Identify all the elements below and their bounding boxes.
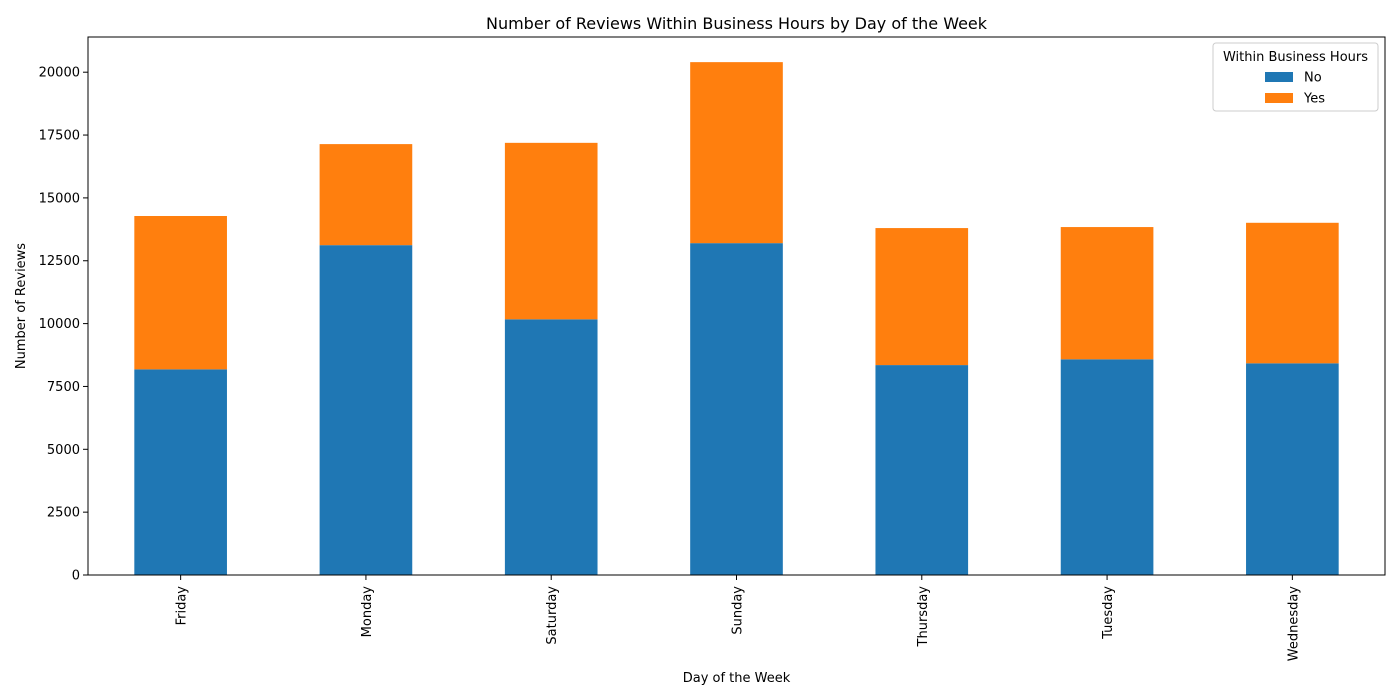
- y-tick-label: 20000: [39, 66, 80, 81]
- legend: Within Business Hours No Yes: [1212, 42, 1379, 112]
- y-tick-label: 2500: [47, 506, 80, 521]
- bar-tuesday-no: [1060, 359, 1154, 575]
- x-tick-label: Monday: [360, 586, 375, 638]
- bar-monday-no: [319, 245, 413, 575]
- bar-thursday-yes: [875, 228, 969, 366]
- legend-label-no: No: [1304, 71, 1322, 86]
- bar-friday-no: [134, 369, 227, 575]
- y-tick-label: 0: [72, 569, 80, 584]
- legend-label-yes: Yes: [1303, 92, 1325, 107]
- legend-title: Within Business Hours: [1223, 50, 1368, 65]
- bar-saturday-no: [504, 319, 598, 575]
- y-tick-label: 15000: [39, 191, 80, 206]
- legend-swatch-yes: [1265, 93, 1293, 103]
- y-tick-label: 7500: [47, 380, 80, 395]
- y-tick-label: 5000: [47, 443, 80, 458]
- bar-sunday-yes: [690, 62, 783, 244]
- bar-wednesday-yes: [1246, 222, 1339, 364]
- x-tick-label: Thursday: [916, 586, 931, 648]
- bar-monday-yes: [319, 144, 413, 246]
- chart-title: Number of Reviews Within Business Hours …: [486, 14, 988, 33]
- x-tick-label: Tuesday: [1101, 586, 1116, 640]
- bar-thursday-no: [875, 365, 969, 575]
- x-tick-label: Sunday: [731, 586, 746, 635]
- x-tick-label: Wednesday: [1286, 586, 1301, 662]
- bar-sunday-no: [690, 243, 783, 575]
- x-axis-title: Day of the Week: [683, 671, 791, 686]
- x-tick-label: Saturday: [545, 586, 560, 645]
- bar-tuesday-yes: [1060, 227, 1154, 360]
- legend-swatch-no: [1265, 72, 1293, 82]
- y-tick-label: 10000: [39, 317, 80, 332]
- bar-wednesday-no: [1246, 363, 1339, 575]
- y-axis-title: Number of Reviews: [14, 243, 29, 369]
- bar-saturday-yes: [504, 142, 598, 320]
- axes: 0 2500 5000 7500 10000 12500 15000 17500 20000 Fr…: [39, 36, 1386, 662]
- y-tick-label: 12500: [39, 254, 80, 269]
- x-tick-label: Friday: [175, 586, 190, 626]
- bar-friday-yes: [134, 216, 227, 370]
- legend-frame: [1212, 42, 1379, 112]
- bars: [134, 62, 1339, 575]
- y-tick-label: 17500: [39, 129, 80, 144]
